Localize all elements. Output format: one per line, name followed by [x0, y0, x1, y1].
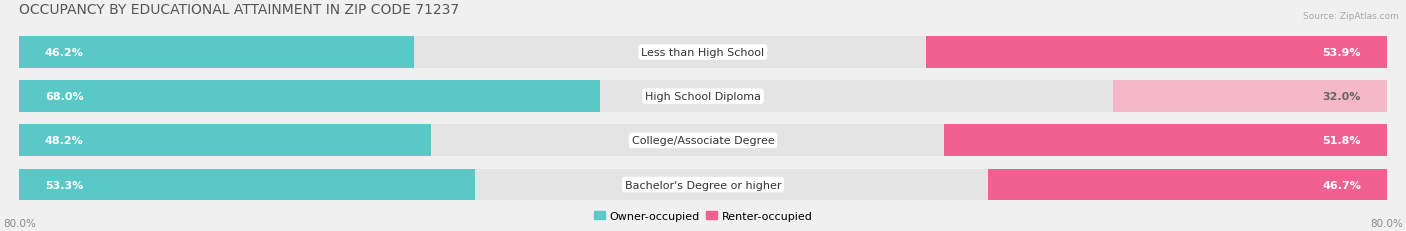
- Text: 48.2%: 48.2%: [45, 136, 83, 146]
- Bar: [20, 169, 475, 201]
- Bar: [20, 81, 600, 112]
- Text: 46.7%: 46.7%: [1322, 180, 1361, 190]
- Text: Source: ZipAtlas.com: Source: ZipAtlas.com: [1303, 12, 1399, 21]
- Text: Bachelor's Degree or higher: Bachelor's Degree or higher: [624, 180, 782, 190]
- Bar: [987, 169, 1386, 201]
- Text: 32.0%: 32.0%: [1323, 92, 1361, 102]
- Text: 53.9%: 53.9%: [1323, 48, 1361, 58]
- Bar: [20, 37, 415, 69]
- Bar: [20, 169, 1386, 201]
- Text: Less than High School: Less than High School: [641, 48, 765, 58]
- Text: College/Associate Degree: College/Associate Degree: [631, 136, 775, 146]
- Bar: [927, 37, 1386, 69]
- Text: 51.8%: 51.8%: [1323, 136, 1361, 146]
- Bar: [20, 37, 1386, 69]
- Text: 68.0%: 68.0%: [45, 92, 83, 102]
- Bar: [20, 81, 1386, 112]
- Bar: [1114, 81, 1386, 112]
- Legend: Owner-occupied, Renter-occupied: Owner-occupied, Renter-occupied: [589, 207, 817, 225]
- Text: High School Diploma: High School Diploma: [645, 92, 761, 102]
- Bar: [943, 125, 1386, 157]
- Bar: [20, 125, 432, 157]
- Text: 53.3%: 53.3%: [45, 180, 83, 190]
- Text: 46.2%: 46.2%: [45, 48, 84, 58]
- Text: OCCUPANCY BY EDUCATIONAL ATTAINMENT IN ZIP CODE 71237: OCCUPANCY BY EDUCATIONAL ATTAINMENT IN Z…: [20, 3, 460, 17]
- Bar: [20, 125, 1386, 157]
